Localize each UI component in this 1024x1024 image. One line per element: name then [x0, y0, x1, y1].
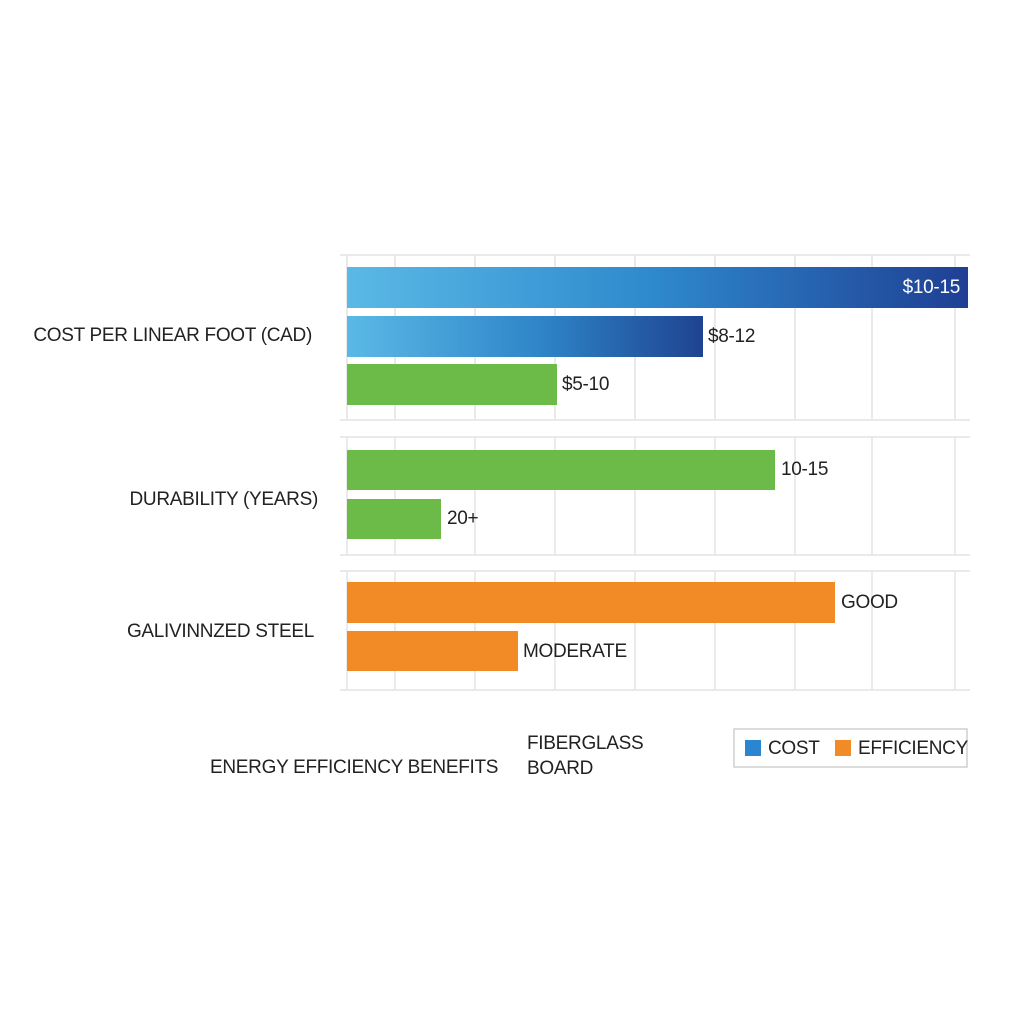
- legend-label: EFFICIENCY: [858, 738, 969, 759]
- bar-label: GOOD: [841, 592, 898, 613]
- bar: [347, 316, 703, 357]
- bar: [347, 582, 835, 623]
- bars: [347, 267, 968, 671]
- footer-label: BOARD: [527, 758, 593, 779]
- legend: COST EFFICIENCY: [733, 728, 969, 768]
- bar: [347, 267, 968, 308]
- bar: [347, 631, 518, 671]
- bar: [347, 450, 775, 490]
- footer-label: ENERGY EFFICIENCY BENEFITS: [210, 757, 498, 778]
- bar: [347, 364, 557, 405]
- bar-label: $5-10: [562, 374, 609, 395]
- bar-label: 10-15: [781, 459, 828, 480]
- bar: [347, 499, 441, 539]
- legend-swatch: [835, 740, 851, 756]
- bar-label: 20+: [447, 508, 479, 529]
- legend-swatch: [745, 740, 761, 756]
- group-label: COST PER LINEAR FOOT (CAD): [33, 325, 312, 346]
- footer-label: FIBERGLASS: [527, 733, 643, 754]
- legend-label: COST: [768, 738, 820, 759]
- group-label: GALIVINNZED STEEL: [127, 621, 314, 642]
- bar-label: $10-15: [903, 277, 960, 298]
- grid: [340, 254, 970, 691]
- group-label: DURABILITY (YEARS): [129, 489, 318, 510]
- bar-label: MODERATE: [523, 641, 627, 662]
- bar-label: $8-12: [708, 326, 755, 347]
